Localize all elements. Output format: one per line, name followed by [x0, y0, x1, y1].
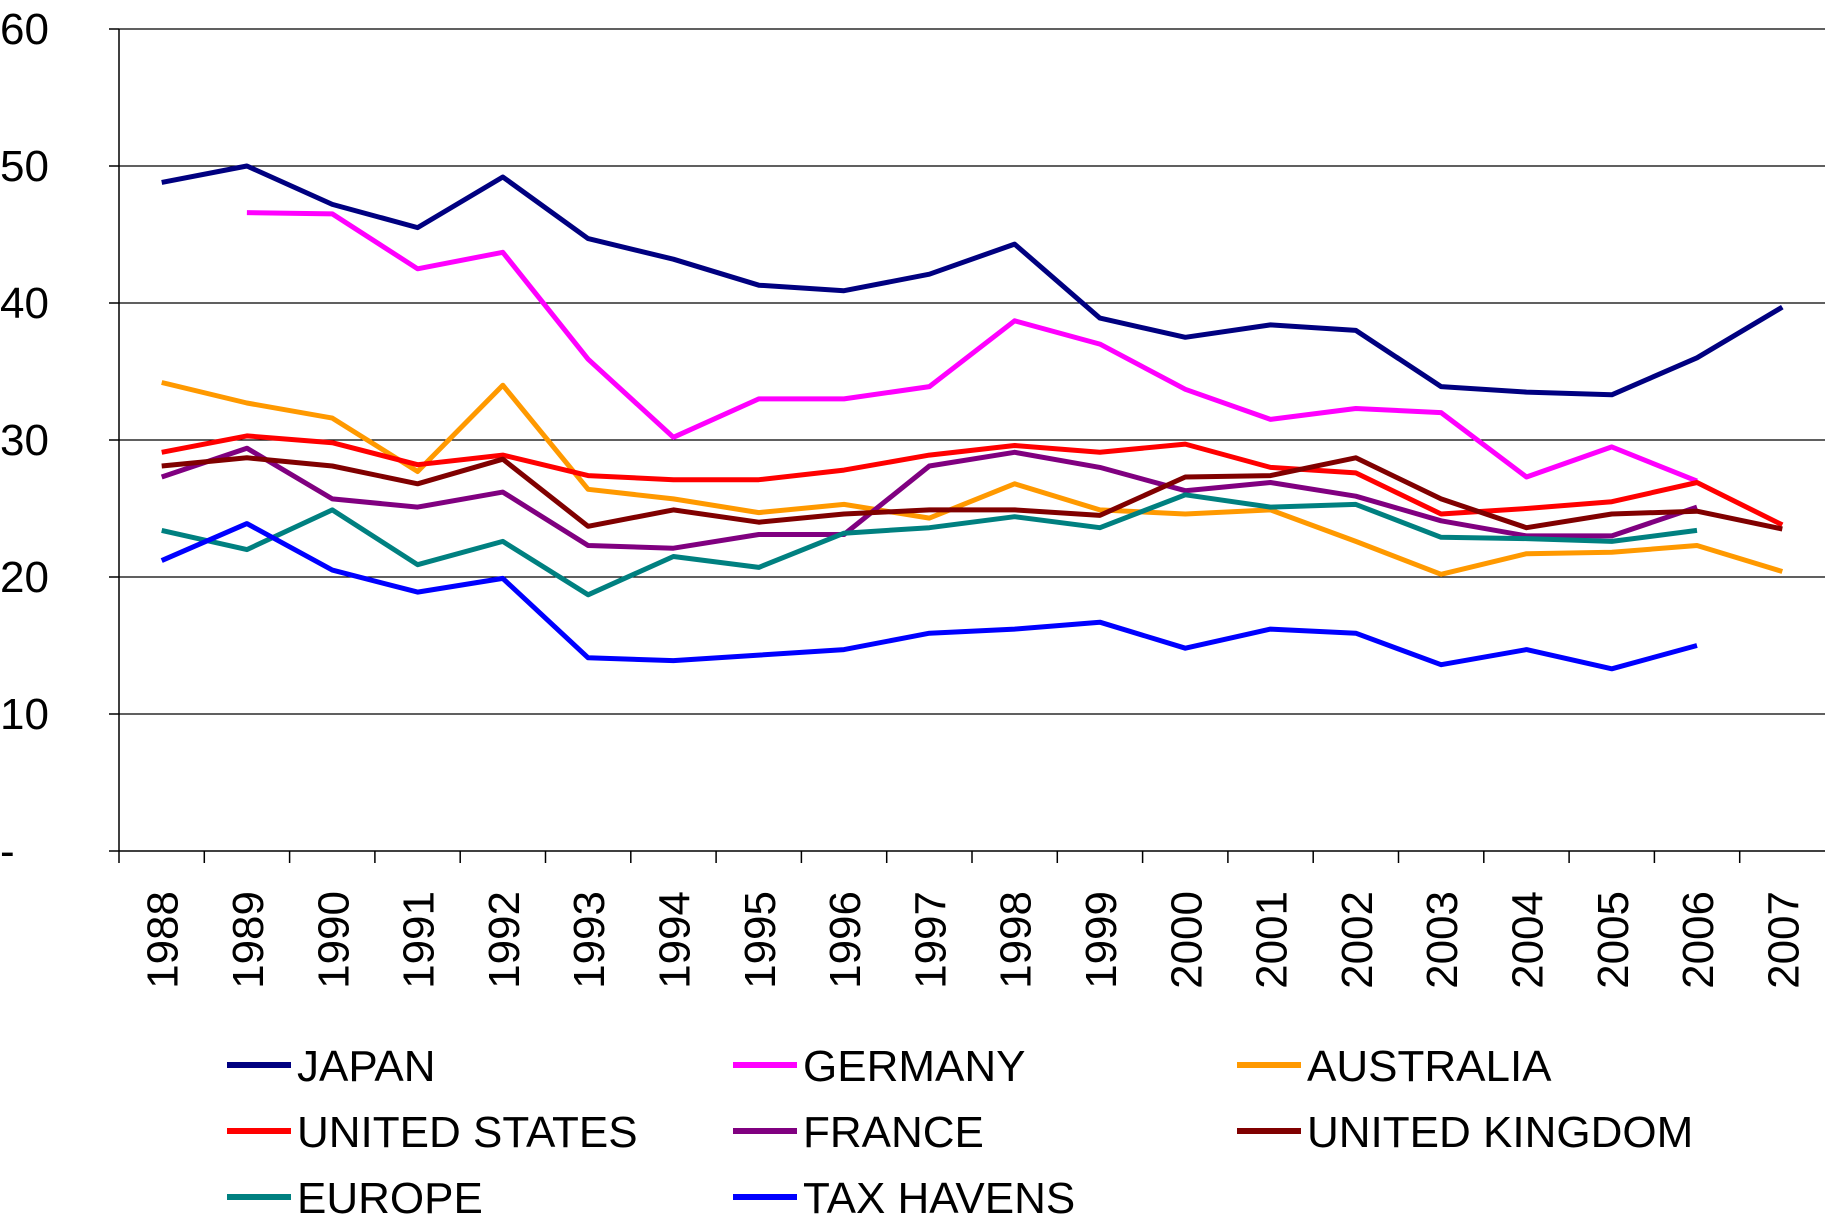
x-tick-label: 2002: [1333, 891, 1382, 989]
series-line: [161, 455, 1783, 532]
y-tick-label: 60: [0, 5, 49, 54]
x-tick-label: 1995: [736, 891, 785, 989]
x-tick-label: 1996: [821, 891, 870, 989]
series-line: [161, 163, 1784, 398]
x-tick-label: 1998: [992, 891, 1041, 989]
series-line: [161, 492, 1698, 598]
y-tick-label: 40: [0, 279, 49, 328]
legend-label: UNITED KINGDOM: [1307, 1108, 1693, 1157]
series-line: [161, 433, 1784, 528]
y-tick-label: 30: [0, 416, 49, 465]
x-tick-label: 1990: [309, 891, 358, 989]
y-tick-label: 50: [0, 142, 49, 191]
x-tick-label: 1994: [650, 891, 699, 989]
legend-label: FRANCE: [803, 1108, 984, 1157]
legend-label: TAX HAVENS: [803, 1174, 1075, 1220]
x-tick-label: 1989: [224, 891, 273, 989]
x-tick-label: 2000: [1162, 891, 1211, 989]
x-tick-label: 2005: [1589, 891, 1638, 989]
legend-label: UNITED STATES: [297, 1108, 638, 1157]
legend-label: AUSTRALIA: [1307, 1042, 1552, 1091]
x-tick-label: 1999: [1077, 891, 1126, 989]
legend-label: GERMANY: [803, 1042, 1025, 1091]
x-tick-label: 2001: [1248, 891, 1297, 989]
x-tick-label: 2003: [1418, 891, 1467, 989]
x-tick-label: 2006: [1674, 891, 1723, 989]
x-tick-label: 1991: [395, 891, 444, 989]
x-tick-label: 1997: [906, 891, 955, 989]
x-tick-label: 2004: [1503, 891, 1552, 989]
y-tick-label: -: [0, 827, 15, 876]
x-tick-label: 2007: [1759, 891, 1808, 989]
legend-label: EUROPE: [297, 1174, 483, 1220]
series-line: [160, 521, 1698, 672]
series-line: [161, 380, 1784, 577]
x-tick-label: 1988: [139, 891, 188, 989]
x-tick-label: 1992: [480, 891, 529, 989]
series-line: [246, 210, 1698, 484]
y-tick-label: 10: [0, 690, 49, 739]
legend-label: JAPAN: [297, 1042, 436, 1091]
x-tick-label: 1993: [565, 891, 614, 989]
series-line: [160, 445, 1698, 551]
y-tick-label: 20: [0, 553, 49, 602]
